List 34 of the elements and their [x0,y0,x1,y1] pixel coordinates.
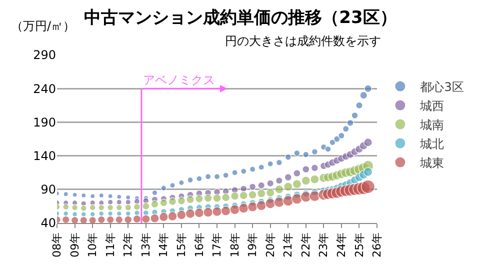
x-tick-label: 21年 [282,232,295,258]
x-tick-label: 26年 [370,232,384,258]
ref-line-label: アベノミクス [143,73,215,87]
x-tick-label: 14年 [157,232,170,258]
x-tick-label: 25年 [352,232,366,258]
y-tick-label: 290 [33,48,56,62]
x-tick-label: 09年 [68,232,82,258]
x-tick-label: 20年 [264,232,277,258]
y-tick-label: 190 [33,115,56,130]
x-tick-label: 24年 [334,232,348,258]
x-tick-label: 08年 [50,232,64,258]
text: 円の大きさは成約件数を示す [225,34,381,48]
x-tick-label: 19年 [246,232,260,258]
x-tick-label: 17年 [210,232,224,258]
x-tick-label: 15年 [175,232,188,258]
y-tick-label: 40 [40,216,56,230]
legend-label: 城南 [419,118,444,132]
legend-label: 都心3区 [420,80,464,94]
x-tick-label: 13年 [139,232,152,258]
legend-label: 城北 [419,136,444,151]
y-axis-title: （万円/㎡） [11,19,76,33]
x-tick-label: 11年 [104,232,117,258]
legend-label: 城東 [419,156,444,170]
x-tick-label: 23年 [317,232,330,258]
y-tick-label: 240 [33,82,56,96]
chart-title: 中古マンション成約単価の推移（23区） [84,8,397,28]
x-tick-label: 10年 [86,232,100,258]
x-tick-label: 16年 [192,232,206,258]
legend-label: 城西 [419,98,444,113]
x-tick-label: 18年 [228,232,242,258]
x-tick-label: 22年 [299,232,312,258]
y-tick-label: 90 [40,182,56,197]
x-tick-label: 12年 [122,232,135,258]
y-tick-label: 140 [33,149,56,163]
